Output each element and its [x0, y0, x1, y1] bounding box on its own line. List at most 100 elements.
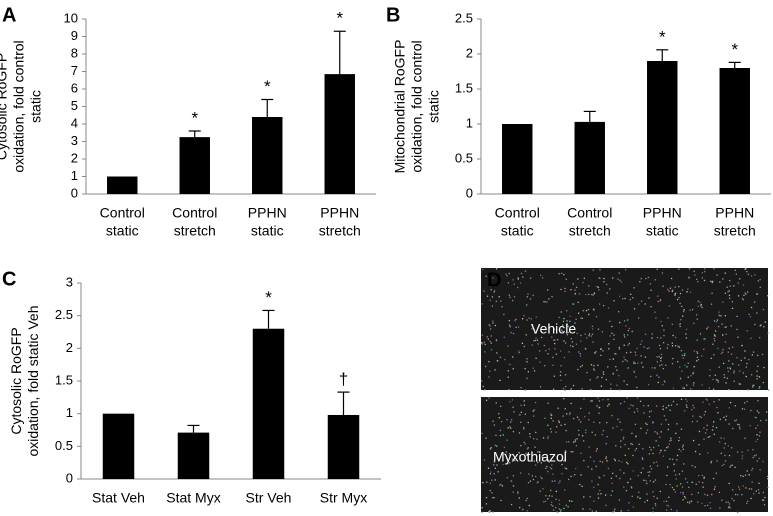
speckle-dot: [758, 482, 760, 484]
speckle-dot: [757, 280, 759, 282]
panel-label: C: [2, 268, 16, 290]
speckle-dot: [697, 281, 699, 283]
speckle-dot: [733, 380, 735, 382]
speckle-dot: [574, 322, 576, 324]
speckle-dot: [603, 281, 605, 283]
speckle-dot: [666, 504, 668, 507]
speckle-dot: [487, 338, 490, 340]
speckle-dot: [635, 354, 637, 356]
speckle-dot: [620, 402, 622, 405]
speckle-dot: [678, 448, 680, 451]
speckle-dot: [654, 431, 656, 433]
speckle-dot: [529, 436, 531, 438]
speckle-dot: [635, 447, 638, 450]
speckle-dot: [660, 353, 663, 356]
speckle-dot: [564, 408, 566, 410]
speckle-dot: [547, 353, 549, 355]
speckle-dot: [699, 301, 701, 303]
speckle-dot: [591, 333, 594, 335]
speckle-dot: [736, 315, 738, 318]
speckle-dot: [532, 438, 535, 440]
speckle-dot: [722, 334, 724, 336]
speckle-dot: [481, 303, 483, 305]
speckle-dot: [626, 383, 628, 386]
speckle-dot: [498, 279, 500, 281]
speckle-dot: [623, 380, 625, 382]
speckle-dot: [525, 499, 527, 502]
speckle-dot: [587, 293, 590, 296]
speckle-dot: [578, 434, 580, 436]
speckle-dot: [727, 501, 729, 503]
y-tick-label: 4: [71, 115, 78, 130]
image-label: Myxothiazol: [493, 449, 567, 465]
speckle-dot: [649, 446, 651, 448]
speckle-dot: [614, 508, 616, 510]
speckle-dot: [488, 324, 490, 326]
speckle-dot: [732, 427, 734, 430]
speckle-dot: [717, 379, 719, 381]
speckle-dot: [745, 375, 747, 378]
y-tick-label: 2: [71, 150, 78, 165]
speckle-dot: [640, 355, 642, 357]
speckle-dot: [600, 348, 602, 350]
speckle-dot: [725, 333, 727, 335]
x-tick-label: Control: [495, 205, 540, 221]
speckle-dot: [612, 358, 615, 360]
speckle-dot: [728, 454, 731, 457]
speckle-dot: [728, 505, 730, 507]
speckle-dot: [658, 344, 661, 347]
speckle-dot: [561, 463, 563, 466]
x-tick-label: static: [251, 223, 284, 239]
speckle-dot: [660, 320, 662, 323]
speckle-dot: [700, 416, 703, 419]
speckle-dot: [644, 303, 646, 305]
speckle-dot: [535, 431, 537, 434]
speckle-dot: [737, 494, 739, 496]
speckle-dot: [757, 489, 760, 491]
speckle-dot: [572, 345, 574, 348]
speckle-dot: [500, 300, 502, 302]
speckle-dot: [738, 488, 741, 491]
speckle-dot: [569, 320, 571, 322]
speckle-dot: [687, 288, 689, 290]
speckle-dot: [607, 467, 610, 470]
speckle-dot: [767, 332, 769, 334]
speckle-dot: [758, 492, 760, 494]
speckle-dot: [598, 400, 601, 402]
speckle-dot: [735, 273, 738, 275]
speckle-dot: [547, 470, 549, 473]
speckle-dot: [508, 272, 510, 275]
speckle-dot: [533, 409, 536, 411]
speckle-dot: [728, 360, 730, 362]
speckle-dot: [508, 294, 511, 296]
speckle-dot: [667, 288, 669, 291]
significance-marker: *: [264, 77, 271, 96]
speckle-dot: [671, 486, 674, 489]
speckle-dot: [591, 480, 593, 482]
speckle-dot: [618, 374, 620, 377]
speckle-dot: [483, 290, 485, 292]
speckle-dot: [627, 334, 629, 336]
speckle-dot: [674, 293, 676, 295]
speckle-dot: [534, 332, 536, 334]
speckle-dot: [563, 317, 565, 320]
speckle-dot: [701, 272, 704, 274]
speckle-dot: [602, 429, 605, 432]
speckle-dot: [588, 412, 590, 414]
speckle-dot: [759, 336, 761, 339]
speckle-dot: [667, 423, 670, 426]
speckle-dot: [694, 466, 696, 468]
speckle-dot: [619, 421, 621, 423]
speckle-dot: [563, 507, 565, 510]
speckle-dot: [535, 337, 537, 339]
speckle-dot: [523, 345, 526, 348]
speckle-dot: [545, 467, 547, 469]
y-tick-label: 0: [66, 470, 73, 485]
speckle-dot: [692, 439, 695, 442]
speckle-dot: [692, 373, 694, 375]
speckle-dot: [595, 510, 597, 512]
speckle-dot: [718, 325, 720, 328]
speckle-dot: [693, 366, 695, 368]
speckle-dot: [583, 398, 585, 400]
speckle-dot: [652, 491, 654, 493]
